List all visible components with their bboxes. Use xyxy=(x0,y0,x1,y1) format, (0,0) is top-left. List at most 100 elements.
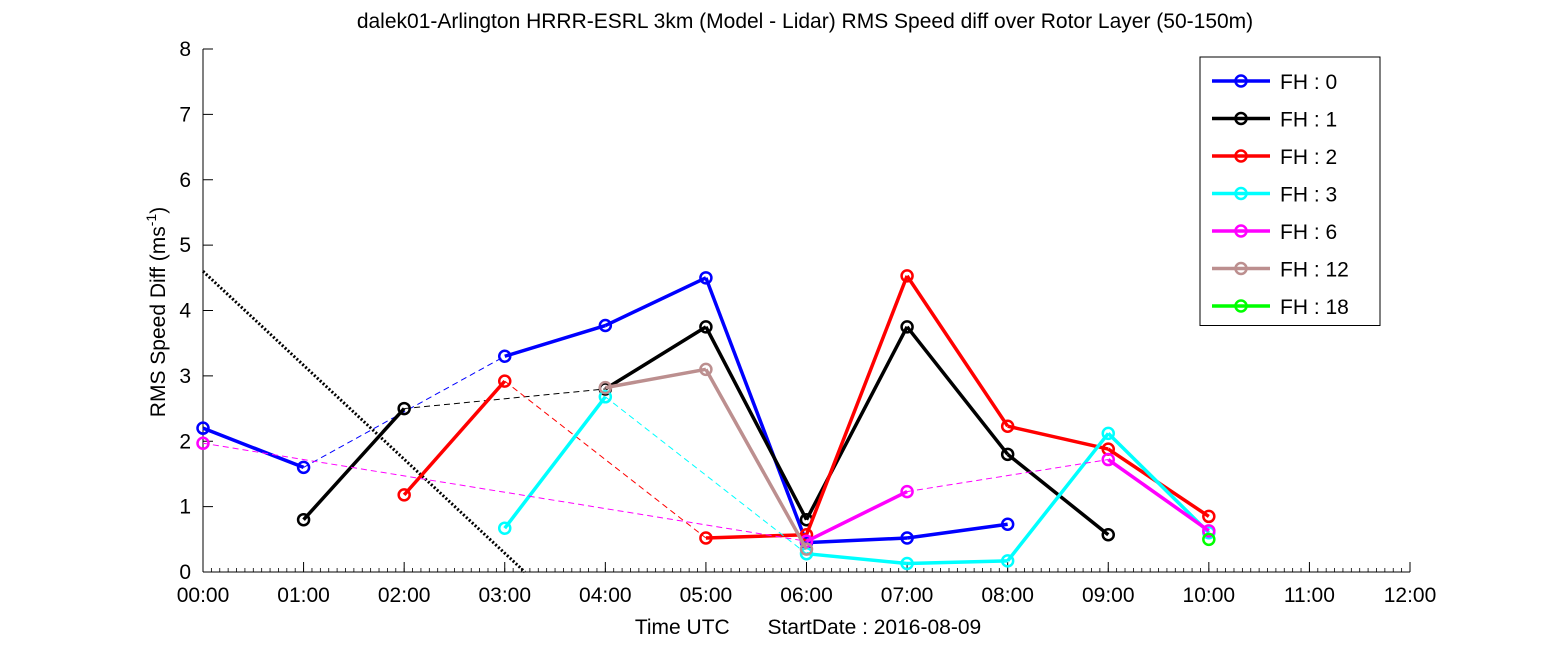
data-point xyxy=(1101,527,1115,542)
x-axis-label: Time UTC StartDate : 2016-08-09 xyxy=(635,616,981,639)
series-gap-segment xyxy=(504,380,707,539)
data-point xyxy=(699,531,713,545)
data-point xyxy=(598,318,613,333)
x-tick-label: 12:00 xyxy=(1384,584,1437,607)
x-tick-label: 11:00 xyxy=(1284,584,1335,607)
series-fh-3 xyxy=(498,390,1216,571)
series-segment xyxy=(804,326,909,521)
x-tick-label: 09:00 xyxy=(1082,584,1135,607)
x-axis: 00:00 01:00 02:00 03:00 04:00 05:00 06:00 07:00… xyxy=(177,562,1437,607)
data-point xyxy=(900,320,914,334)
y-tick-label: 6 xyxy=(179,169,191,192)
data-point xyxy=(1000,517,1015,532)
legend-label: FH : 0 xyxy=(1280,71,1337,94)
y-axis-label-main: RMS Speed Diff (ms xyxy=(147,226,170,417)
y-tick-label: 8 xyxy=(179,38,191,61)
data-point xyxy=(598,390,613,404)
x-tick-label: 03:00 xyxy=(478,584,531,607)
y-tick-label: 4 xyxy=(179,300,191,323)
series-fh-12 xyxy=(598,362,814,556)
x-axis-label-startdate: StartDate : 2016-08-09 xyxy=(768,616,982,639)
data-point xyxy=(699,320,713,334)
series-segment xyxy=(202,426,305,470)
series-segment xyxy=(604,325,707,391)
data-point xyxy=(699,362,713,377)
x-tick-label: 07:00 xyxy=(881,584,934,607)
x-tick-label: 10:00 xyxy=(1183,584,1236,607)
series-segment xyxy=(504,323,606,358)
legend-box xyxy=(1199,56,1381,326)
series-fh-2 xyxy=(397,269,1216,545)
series-fh-1 xyxy=(296,320,1115,542)
data-point xyxy=(397,488,411,502)
legend-marker xyxy=(1234,224,1248,238)
y-tick-label: 7 xyxy=(179,103,191,126)
series-segment xyxy=(806,551,908,566)
series-segment xyxy=(906,522,1008,540)
series-segment xyxy=(1107,432,1211,535)
x-axis-label-main: Time UTC xyxy=(635,616,730,639)
series-gap-segment xyxy=(605,396,807,555)
series-segment xyxy=(804,275,909,536)
data-point xyxy=(1000,554,1015,568)
series-fh-18 xyxy=(1202,532,1216,547)
x-tick-label: 08:00 xyxy=(981,584,1034,607)
data-point xyxy=(1101,426,1115,441)
series-segment xyxy=(605,367,707,390)
series-segment xyxy=(907,559,1008,566)
series-segment xyxy=(905,274,1010,428)
series-segment xyxy=(302,407,406,521)
legend-marker xyxy=(1234,74,1248,88)
y-tick-label: 1 xyxy=(179,496,191,519)
legend-marker xyxy=(1234,111,1248,126)
data-point xyxy=(900,484,914,499)
series-gap-segment xyxy=(303,355,505,468)
series-segment xyxy=(704,277,809,544)
x-tick-label: 04:00 xyxy=(579,584,632,607)
data-point xyxy=(598,380,613,395)
legend-label: FH : 12 xyxy=(1280,259,1349,282)
legend-marker xyxy=(1234,299,1248,313)
series-segment xyxy=(604,276,707,328)
data-point xyxy=(296,460,311,475)
data-point xyxy=(1000,447,1015,462)
data-point xyxy=(1000,419,1015,433)
data-point xyxy=(498,521,512,535)
series-segment xyxy=(1007,424,1109,451)
data-point xyxy=(498,349,512,364)
series-gap-segment xyxy=(907,459,1109,493)
x-tick-label: 06:00 xyxy=(780,584,833,607)
legend-label: FH : 18 xyxy=(1280,296,1349,319)
legend-label: FH : 2 xyxy=(1280,146,1337,169)
legend-marker xyxy=(1234,149,1248,163)
series-layer xyxy=(196,269,1216,574)
y-axis-label: RMS Speed Diff (ms-1) xyxy=(143,207,170,417)
legend-marker xyxy=(1234,261,1248,276)
data-point xyxy=(498,374,512,388)
legend: FH : 0 FH : 1 FH : 2 FH : 3 FH : 6 FH : 12 FH … xyxy=(1199,56,1381,326)
series-segment xyxy=(402,379,507,497)
x-tick-label: 00:00 xyxy=(177,584,230,607)
data-point xyxy=(1202,509,1216,524)
series-segment xyxy=(503,395,607,530)
data-point xyxy=(900,269,914,283)
series-segment xyxy=(805,490,908,543)
y-tick-label: 3 xyxy=(179,365,191,388)
x-tick-label: 01:00 xyxy=(277,584,330,607)
legend-marker xyxy=(1234,186,1248,201)
series-segment xyxy=(705,532,807,540)
series-gap-segment xyxy=(404,388,606,410)
data-point xyxy=(296,512,311,527)
data-point xyxy=(1202,532,1216,547)
reference-dotted-line xyxy=(201,270,526,574)
series-segment xyxy=(704,368,809,550)
y-axis: 0 1 2 3 4 5 6 7 8 xyxy=(179,38,213,584)
legend-label: FH : 1 xyxy=(1280,109,1337,132)
x-tick-label: 05:00 xyxy=(680,584,733,607)
series-segment xyxy=(905,325,1010,456)
chart-title: dalek01-Arlington HRRR-ESRL 3km (Model -… xyxy=(357,10,1253,33)
series-segment xyxy=(806,536,908,545)
data-point xyxy=(196,421,210,435)
y-axis-label-unit-exponent: -1 xyxy=(143,214,159,227)
